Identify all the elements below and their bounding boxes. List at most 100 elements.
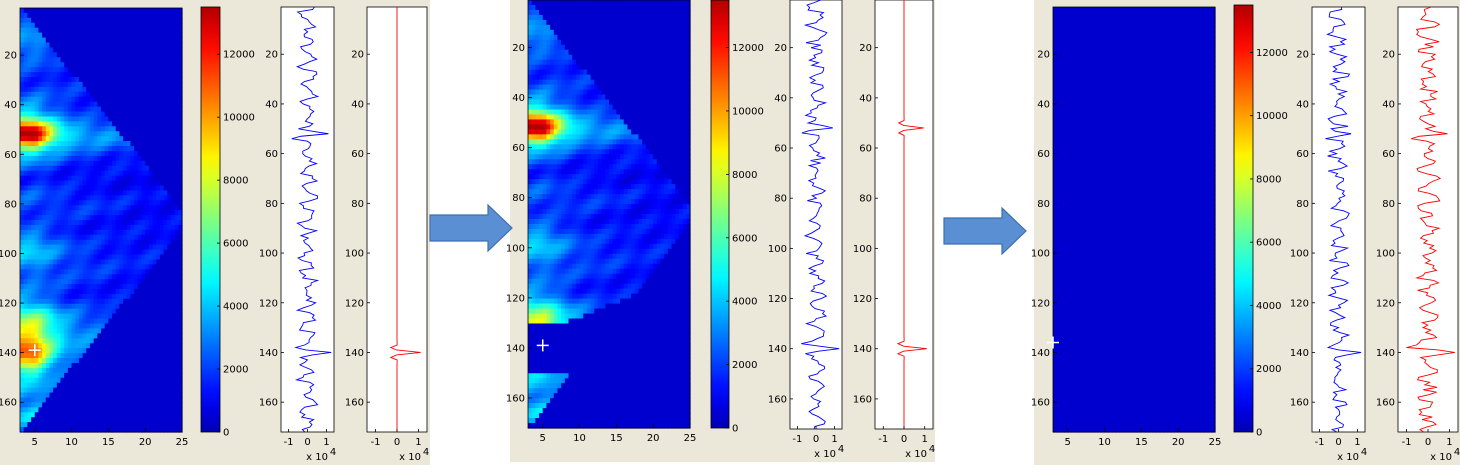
heatmap-cell <box>75 239 80 246</box>
heatmap-cell <box>86 160 91 167</box>
heatmap-cell <box>86 308 91 315</box>
heatmap-cell <box>119 328 124 334</box>
heatmap-cell <box>126 37 132 44</box>
heatmap-cell <box>42 269 47 275</box>
heatmap-cell <box>115 42 121 49</box>
heatmap-cell <box>49 96 54 103</box>
heatmap-cell <box>141 392 146 399</box>
heatmap-cell <box>115 269 121 275</box>
heatmap-cell <box>568 44 573 51</box>
heatmap-cell <box>60 348 65 354</box>
heatmap-cell <box>583 59 588 66</box>
heatmap-cell <box>627 4 632 11</box>
heatmap-cell <box>42 155 47 162</box>
heatmap-cell <box>682 14 687 21</box>
heatmap-cell <box>119 279 124 285</box>
heatmap-cell <box>178 37 183 44</box>
heatmap-cell <box>686 114 691 121</box>
heatmap-cell <box>178 175 183 182</box>
heatmap-cell <box>649 29 654 36</box>
heatmap-cell <box>115 239 121 246</box>
heatmap-cell <box>60 210 65 216</box>
heatmap-cell <box>38 323 43 330</box>
heatmap-cell <box>89 333 95 339</box>
heatmap-cell <box>27 402 32 408</box>
heatmap-cell <box>137 47 143 53</box>
heatmap-cell <box>553 114 559 121</box>
heatmap-cell <box>60 333 65 339</box>
heatmap-cell <box>71 387 76 394</box>
heatmap-cell <box>148 298 154 305</box>
heatmap-cell <box>93 32 98 39</box>
heatmap-cell <box>38 96 43 103</box>
heatmap-cell <box>45 234 51 241</box>
heatmap-cell <box>86 259 91 265</box>
heatmap-cell <box>152 407 157 413</box>
heatmap-cell <box>67 215 73 221</box>
heatmap-cell <box>31 279 36 285</box>
heatmap-cell <box>112 215 117 221</box>
heatmap-cell <box>159 91 165 98</box>
heatmap-cell <box>609 64 614 71</box>
heatmap-cell <box>67 210 73 216</box>
heatmap-cell <box>664 54 669 61</box>
heatmap-cell <box>145 160 150 167</box>
heatmap-cell <box>564 49 570 56</box>
heatmap-cell <box>86 382 91 389</box>
heatmap-cell <box>653 19 658 26</box>
heatmap-cell <box>75 126 80 132</box>
heatmap-cell <box>115 200 121 206</box>
heatmap-cell <box>71 229 76 236</box>
heatmap-cell <box>64 244 69 251</box>
heatmap-cell <box>583 89 588 96</box>
heatmap-cell <box>27 269 32 275</box>
heatmap-cell <box>64 427 69 433</box>
heatmap-cell <box>156 362 161 369</box>
heatmap-cell <box>159 308 165 315</box>
heatmap-cell <box>82 175 87 182</box>
heatmap-cell <box>78 67 84 73</box>
heatmap-cell <box>53 284 58 290</box>
heatmap-cell <box>119 141 124 147</box>
heatmap-cell <box>86 234 91 241</box>
heatmap-cell <box>115 343 121 349</box>
heatmap-cell <box>101 239 106 246</box>
heatmap-cell <box>653 84 658 91</box>
heatmap-cell <box>104 12 109 19</box>
heatmap-cell <box>137 358 143 364</box>
heatmap-cell <box>601 54 606 61</box>
heatmap-cell <box>137 210 143 216</box>
heatmap-cell <box>163 417 168 423</box>
heatmap-cell <box>53 17 58 24</box>
heatmap-cell <box>93 279 98 285</box>
heatmap-cell <box>20 264 25 270</box>
heatmap-cell <box>101 254 106 261</box>
heatmap-cell <box>71 121 76 127</box>
heatmap-cell <box>89 303 95 310</box>
heatmap-cell <box>71 141 76 147</box>
heatmap-cell <box>130 333 135 339</box>
heatmap-cell <box>159 126 165 132</box>
heatmap-cell <box>170 200 176 206</box>
heatmap-cell <box>93 81 98 88</box>
heatmap-cell <box>174 42 179 49</box>
heatmap-cell <box>561 109 566 116</box>
heatmap-cell <box>134 387 139 394</box>
heatmap-cell <box>156 358 161 364</box>
heatmap-cell <box>101 313 106 320</box>
heatmap-cell <box>163 244 168 251</box>
heatmap-cell <box>89 284 95 290</box>
heatmap-cell <box>31 372 36 379</box>
heatmap-cell <box>627 99 632 106</box>
heatmap-cell <box>27 234 32 241</box>
heatmap-cell <box>159 17 165 24</box>
heatmap-cell <box>56 407 62 413</box>
heatmap-cell <box>601 44 606 51</box>
heatmap-cell <box>34 72 40 78</box>
heatmap-cell <box>104 116 109 122</box>
heatmap-cell <box>134 62 139 68</box>
heatmap-cell <box>67 392 73 399</box>
heatmap-cell <box>123 136 128 142</box>
heatmap-cell <box>23 57 28 63</box>
heatmap-cell <box>20 170 25 177</box>
